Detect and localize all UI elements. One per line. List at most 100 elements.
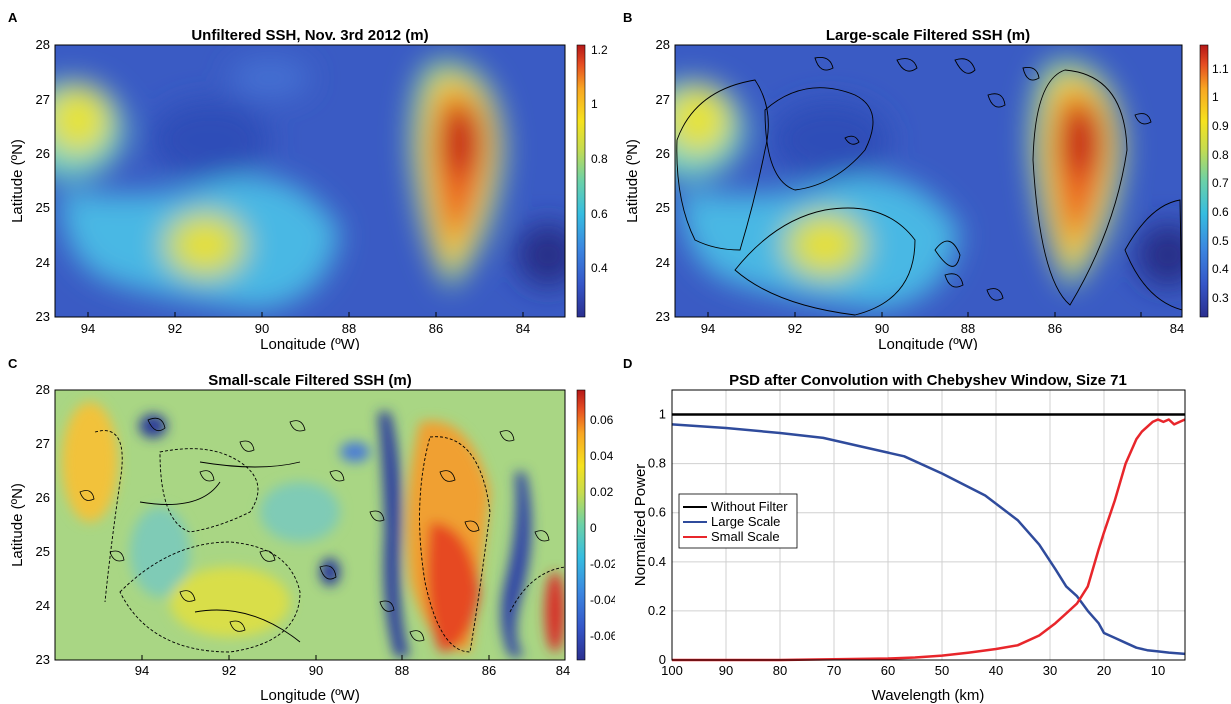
x-tick-label: 92 [168, 321, 182, 336]
x-axis: 94 92 90 88 86 84 Longitude (ºW) [135, 655, 570, 704]
colorbar-tick-label: -0.06 [590, 629, 615, 643]
chart-title: Unfiltered SSH, Nov. 3rd 2012 (m) [191, 27, 428, 44]
panel-c: C Small-scale Filtered SSH (m) [0, 352, 615, 704]
x-tick-label: 86 [482, 663, 496, 678]
x-tick-label: 90 [875, 321, 889, 336]
y-tick-label: 23 [36, 652, 50, 667]
colorbar-tick-label: 0.4 [1212, 262, 1229, 276]
panel-a-svg: A Unfiltered SSH, Nov. 3rd 2012 (m) [8, 10, 608, 350]
x-axis-label: Wavelength (km) [872, 687, 985, 704]
x-tick-label: 84 [516, 321, 530, 336]
x-tick-label: 30 [1043, 663, 1057, 678]
y-axis-label: Latitude (ºN) [624, 139, 641, 223]
x-tick-label: 60 [881, 663, 895, 678]
panel-letter: B [623, 10, 632, 25]
x-tick-label: 86 [429, 321, 443, 336]
x-axis-label: Longitude (ºW) [878, 336, 978, 350]
y-tick-label: 28 [36, 382, 50, 397]
y-tick-label: 25 [36, 544, 50, 559]
y-tick-label: 24 [656, 255, 670, 270]
y-axis-label: Latitude (ºN) [9, 139, 26, 223]
y-tick-label: 26 [656, 146, 670, 161]
legend-label: Small Scale [711, 529, 780, 544]
colorbar-gradient [576, 44, 586, 318]
x-tick-label: 84 [1170, 321, 1184, 336]
x-tick-label: 94 [701, 321, 715, 336]
panel-letter: D [623, 356, 632, 371]
chart-title: Large-scale Filtered SSH (m) [826, 27, 1030, 44]
plot-frame [54, 389, 566, 661]
x-tick-label: 88 [961, 321, 975, 336]
y-axis: 23 24 25 26 27 28 Latitude (ºN) [624, 37, 670, 324]
colorbar-tick-label: 0.6 [591, 207, 608, 221]
y-tick-label: 27 [36, 92, 50, 107]
heatmap-field [55, 45, 565, 317]
y-axis: 0 0.2 0.4 0.6 0.8 1 [648, 407, 666, 667]
colorbar-tick-label: -0.04 [590, 593, 615, 607]
x-tick-label: 70 [827, 663, 841, 678]
y-tick-label: 28 [656, 37, 670, 52]
x-tick-label: 86 [1048, 321, 1062, 336]
x-tick-label: 88 [395, 663, 409, 678]
x-tick-label: 94 [135, 663, 149, 678]
y-tick-label: 24 [36, 255, 50, 270]
colorbar: -0.06 -0.04 -0.02 0 0.02 0.04 0.06 [576, 389, 615, 661]
colorbar-tick-label: 0.02 [590, 485, 614, 499]
x-tick-label: 10 [1151, 663, 1165, 678]
x-tick-label: 40 [989, 663, 1003, 678]
colorbar-tick-label: 0.7 [1212, 176, 1229, 190]
x-tick-label: 84 [556, 663, 570, 678]
chart-title: PSD after Convolution with Chebyshev Win… [729, 372, 1127, 389]
y-tick-label: 27 [36, 436, 50, 451]
panel-a: A Unfiltered SSH, Nov. 3rd 2012 (m) [0, 0, 615, 350]
colorbar-tick-label: 0.9 [1212, 119, 1229, 133]
colorbar-tick-label: 0.8 [591, 152, 608, 166]
colorbar-tick-label: 0.06 [590, 413, 614, 427]
heatmap-field [55, 390, 565, 660]
x-axis-label: Longitude (ºW) [260, 336, 360, 350]
x-axis-label: Longitude (ºW) [260, 687, 360, 704]
y-tick-label: 25 [656, 200, 670, 215]
y-tick-label: 24 [36, 598, 50, 613]
colorbar-tick-label: 1 [1212, 90, 1219, 104]
y-axis: 23 24 25 26 27 28 Latitude (ºN) [9, 382, 50, 667]
colorbar-tick-label: 0.6 [1212, 205, 1229, 219]
x-tick-label: 94 [81, 321, 95, 336]
plot-frame [54, 44, 566, 318]
colorbar-tick-label: 0.04 [590, 449, 614, 463]
colorbar-tick-label: 1.1 [1212, 62, 1229, 76]
panel-letter: A [8, 10, 18, 25]
plot-frame [674, 44, 1183, 318]
contour-lines [676, 57, 1182, 316]
y-tick-label: 0.2 [648, 603, 666, 618]
contour-lines [94, 430, 565, 653]
x-tick-label: 80 [773, 663, 787, 678]
x-tick-label: 92 [222, 663, 236, 678]
colorbar-tick-label: 0.5 [1212, 234, 1229, 248]
x-tick-label: 92 [788, 321, 802, 336]
legend-label: Without Filter [711, 499, 788, 514]
plot-frame [671, 389, 1186, 661]
y-tick-label: 0.6 [648, 505, 666, 520]
legend: Without Filter Large Scale Small Scale [678, 493, 798, 549]
y-tick-label: 0.8 [648, 456, 666, 471]
legend-label: Large Scale [711, 514, 780, 529]
colorbar-tick-label: 0.4 [591, 261, 608, 275]
x-axis: 94 92 90 88 86 84 Longitude (ºW) [81, 312, 530, 350]
y-axis-label: Latitude (ºN) [9, 483, 26, 567]
series-lines [671, 413, 1186, 662]
colorbar-tick-label: 1 [591, 97, 598, 111]
colorbar-tick-label: 0.8 [1212, 148, 1229, 162]
chart-title: Small-scale Filtered SSH (m) [208, 372, 411, 389]
y-axis-label: Normalized Power [632, 464, 649, 587]
x-tick-label: 20 [1097, 663, 1111, 678]
y-tick-label: 26 [36, 490, 50, 505]
heatmap-field [675, 45, 1182, 317]
y-tick-label: 0.4 [648, 554, 666, 569]
colorbar-tick-label: 0.3 [1212, 291, 1229, 305]
y-tick-label: 0 [659, 652, 666, 667]
panel-c-svg: C Small-scale Filtered SSH (m) [8, 356, 615, 704]
y-tick-label: 27 [656, 92, 670, 107]
y-tick-label: 26 [36, 146, 50, 161]
panel-letter: C [8, 356, 18, 371]
